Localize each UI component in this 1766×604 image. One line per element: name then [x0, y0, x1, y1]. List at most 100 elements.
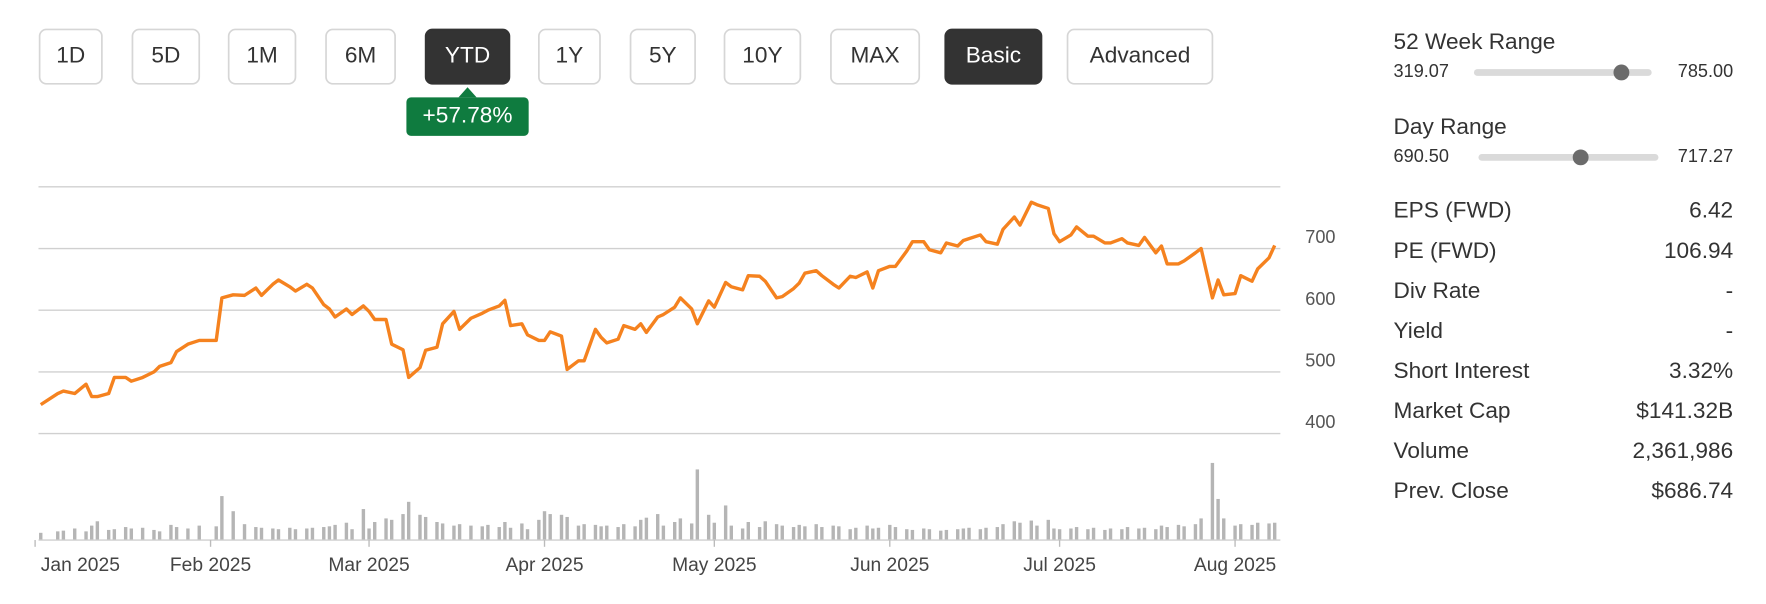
- volume-bar: [854, 527, 858, 541]
- y-tick-label: 700: [1305, 227, 1335, 247]
- volume-bar: [497, 527, 501, 541]
- volume-bar: [576, 525, 581, 541]
- range-button-label[interactable]: 1M: [246, 43, 277, 68]
- volume-bar: [582, 524, 586, 541]
- volume-bar: [695, 469, 700, 541]
- volume-bar: [1199, 518, 1203, 541]
- volume-bar: [1216, 498, 1220, 541]
- volume-bar: [89, 525, 94, 541]
- volume-bar: [112, 529, 117, 541]
- volume-bar: [922, 528, 926, 541]
- volume-bar: [537, 519, 541, 541]
- volume-bar: [995, 527, 1000, 541]
- range-button[interactable]: [629, 28, 696, 85]
- volume-bar: [984, 527, 988, 541]
- volume-bar: [956, 529, 960, 541]
- x-tick-label: Jun 2025: [850, 555, 929, 576]
- range-button-label[interactable]: 1D: [56, 43, 85, 68]
- volume-bar: [548, 514, 552, 541]
- volume-bar: [123, 527, 128, 541]
- volume-bar: [967, 527, 971, 541]
- volume-bar: [293, 529, 298, 541]
- volume-bar: [169, 524, 173, 541]
- volume-bar: [656, 514, 660, 541]
- range-button-label[interactable]: MAX: [851, 43, 900, 68]
- y-tick-label: 500: [1305, 350, 1335, 370]
- stat-value: -: [1726, 318, 1734, 343]
- range-button-label[interactable]: Advanced: [1090, 43, 1191, 68]
- range-button[interactable]: [538, 28, 601, 85]
- volume-bar: [1182, 526, 1186, 541]
- volume-bar: [780, 525, 784, 541]
- range-button[interactable]: [227, 28, 297, 85]
- volume-bar: [140, 527, 145, 541]
- volume-bar: [848, 529, 852, 541]
- volume-bar: [271, 528, 275, 541]
- range-button[interactable]: [1066, 28, 1214, 85]
- range-button[interactable]: [38, 28, 103, 85]
- range-max: 717.27: [1678, 146, 1733, 166]
- range-track: [1473, 69, 1652, 76]
- volume-bar: [1154, 529, 1158, 541]
- range-button-label[interactable]: 10Y: [742, 43, 782, 68]
- range-button[interactable]: [944, 28, 1043, 85]
- volume-bar: [599, 526, 603, 541]
- volume-bar: [469, 525, 473, 541]
- range-button[interactable]: [325, 28, 396, 85]
- range-button-label[interactable]: 1Y: [556, 43, 584, 68]
- volume-bar: [1142, 527, 1147, 541]
- volume-bar: [939, 530, 943, 541]
- volume-bar: [1210, 462, 1215, 541]
- volume-bar: [480, 526, 484, 541]
- volume-bar: [616, 527, 620, 541]
- volume-bar: [644, 517, 649, 541]
- volume-bar: [1165, 527, 1169, 541]
- stat-value: 3.32%: [1669, 358, 1733, 383]
- range-button-label[interactable]: YTD: [445, 43, 490, 68]
- volume-bar: [565, 516, 569, 541]
- volume-bar: [95, 521, 100, 541]
- range-button-label[interactable]: 5Y: [649, 43, 677, 68]
- volume-bar: [1057, 529, 1062, 541]
- volume-bar: [1029, 520, 1033, 541]
- volume-bar: [214, 526, 218, 541]
- volume-bar: [440, 523, 445, 541]
- range-button[interactable]: [723, 28, 802, 85]
- x-tick-label: Apr 2025: [505, 555, 583, 576]
- volume-bar: [503, 522, 507, 541]
- volume-bar: [1250, 524, 1254, 541]
- range-button-label[interactable]: Basic: [966, 43, 1021, 68]
- volume-bar: [361, 509, 366, 541]
- range-title: 52 Week Range: [1394, 29, 1556, 54]
- volume-bar: [678, 518, 683, 541]
- volume-bar: [452, 525, 456, 541]
- volume-bar: [1035, 525, 1039, 541]
- volume-bar: [723, 505, 728, 541]
- volume-bar: [689, 523, 694, 541]
- volume-bar: [706, 514, 711, 541]
- range-button-label[interactable]: 6M: [345, 43, 376, 68]
- volume-bar: [367, 528, 371, 541]
- stat-value: 106.94: [1664, 238, 1733, 263]
- volume-bar: [1233, 525, 1237, 541]
- range-button[interactable]: [830, 28, 921, 85]
- volume-bar: [622, 524, 626, 541]
- x-tick-label: May 2025: [672, 555, 756, 576]
- x-tick-label: Mar 2025: [328, 555, 409, 576]
- volume-bar: [344, 522, 349, 541]
- volume-bar: [1052, 528, 1056, 541]
- volume-bar: [73, 528, 77, 541]
- volume-bar: [797, 524, 801, 541]
- range-button-label[interactable]: 5D: [151, 43, 180, 68]
- stat-label: Div Rate: [1394, 278, 1481, 303]
- volume-bar: [486, 524, 490, 541]
- volume-bar: [186, 528, 190, 541]
- range-button[interactable]: [424, 28, 511, 85]
- x-tick-label: Jul 2025: [1023, 555, 1096, 576]
- range-button[interactable]: [131, 28, 201, 85]
- volume-bar: [757, 527, 762, 541]
- badge-pointer: [458, 87, 477, 98]
- stat-label: Volume: [1394, 438, 1469, 463]
- volume-bar: [876, 527, 881, 541]
